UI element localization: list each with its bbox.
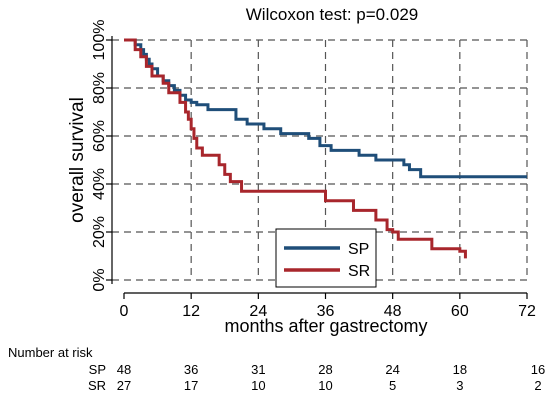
y-axis-label: overall survival [67,97,88,223]
series-line-sr [124,38,467,259]
tick-labels: 0% 20% 40% 60% 80% 100% 0 12 24 36 48 60 72 [91,20,536,320]
risk-value-sr: 27 [117,378,131,393]
legend-sp-label: SP [348,241,369,258]
y-tick-label: 40% [91,168,108,200]
risk-value-sp: 24 [385,362,399,377]
risk-value-sr: 10 [251,378,265,393]
x-tick-label: 72 [518,303,536,320]
chart-title: Wilcoxon test: p=0.029 [246,5,418,24]
x-axis-label: months after gastrectomy [224,316,427,336]
x-tick-label: 12 [182,303,200,320]
risk-table: Number at risk SP SR 48 36 31 28 24 18 16 27 17 1… [8,345,545,393]
risk-value-sr: 5 [389,378,396,393]
legend-box [275,228,377,288]
risk-value-sr: 2 [534,378,541,393]
risk-value-sp: 36 [184,362,198,377]
legend: SP SR [275,228,377,288]
risk-value-sr: 10 [318,378,332,393]
risk-value-sp: 16 [531,362,545,377]
risk-row-label-sr: SR [88,378,106,393]
y-tick-label: 0% [91,268,108,291]
x-tick-label: 48 [384,303,402,320]
x-tick-label: 0 [120,303,129,320]
x-tick-label: 60 [451,303,469,320]
x-tick-label: 36 [317,303,335,320]
series-layer [124,38,527,259]
y-tick-label: 20% [91,216,108,248]
risk-value-sr: 3 [456,378,463,393]
risk-value-sp: 28 [318,362,332,377]
y-tick-label: 100% [91,20,108,61]
y-tick-label: 80% [91,72,108,104]
risk-values: 48 36 31 28 24 18 16 27 17 10 10 5 3 2 [117,362,545,393]
risk-value-sr: 17 [184,378,198,393]
y-tick-label: 60% [91,120,108,152]
risk-value-sp: 48 [117,362,131,377]
risk-value-sp: 31 [251,362,265,377]
risk-row-label-sp: SP [89,362,106,377]
risk-table-title: Number at risk [8,345,93,360]
axes [106,36,528,299]
legend-sr-label: SR [348,263,370,280]
x-tick-label: 24 [249,303,267,320]
series-line-sp [124,38,527,179]
risk-value-sp: 18 [453,362,467,377]
